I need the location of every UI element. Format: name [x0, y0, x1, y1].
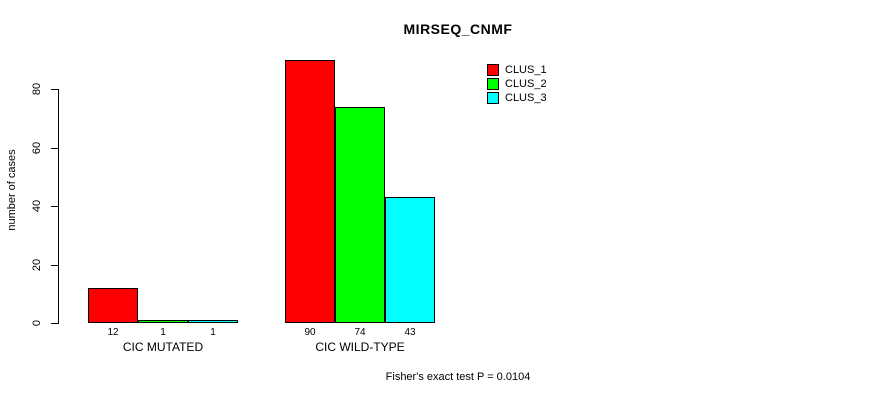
- y-axis-tick-label: 40: [31, 199, 43, 213]
- legend-swatch-icon: [487, 78, 499, 90]
- bar-clus_3-1: [188, 320, 238, 323]
- y-axis-tick: [51, 206, 58, 207]
- category-label: CIC MUTATED: [122, 340, 204, 354]
- y-axis-tick: [51, 265, 58, 266]
- bar-clus_2-1: [138, 320, 188, 323]
- y-axis-tick-label: 0: [31, 319, 43, 327]
- bar-value-label: 1: [160, 327, 166, 338]
- legend-item: CLUS_2: [487, 77, 547, 91]
- y-axis-tick: [51, 148, 58, 149]
- y-axis-tick: [51, 323, 58, 324]
- legend-item: CLUS_3: [487, 91, 547, 105]
- statistical-test-annotation: Fisher's exact test P = 0.0104: [385, 371, 531, 383]
- bar-value-label: 12: [107, 327, 119, 338]
- bar-clus_1-1: [88, 288, 138, 323]
- y-axis-tick-label: 60: [31, 141, 43, 155]
- y-axis-tick-label: 80: [31, 82, 43, 96]
- y-axis-tick-label: 20: [31, 258, 43, 272]
- bar-value-label: 43: [404, 327, 416, 338]
- y-axis-label: number of cases: [6, 149, 18, 231]
- bar-value-label: 90: [304, 327, 316, 338]
- legend-label: CLUS_2: [505, 78, 547, 90]
- legend-swatch-icon: [487, 92, 499, 104]
- legend: CLUS_1 CLUS_2 CLUS_3: [487, 63, 547, 105]
- bar-clus_2-2: [335, 107, 385, 323]
- y-axis-line: [58, 89, 59, 324]
- bar-clus_3-2: [385, 197, 435, 323]
- legend-label: CLUS_1: [505, 64, 547, 76]
- category-label: CIC WILD-TYPE: [315, 340, 405, 354]
- legend-label: CLUS_3: [505, 92, 547, 104]
- bar-value-label: 74: [354, 327, 366, 338]
- legend-item: CLUS_1: [487, 63, 547, 77]
- bar-clus_1-2: [285, 60, 335, 323]
- legend-swatch-icon: [487, 64, 499, 76]
- chart-title: MIRSEQ_CNMF: [403, 21, 513, 37]
- bar-value-label: 1: [210, 327, 216, 338]
- y-axis-tick: [51, 89, 58, 90]
